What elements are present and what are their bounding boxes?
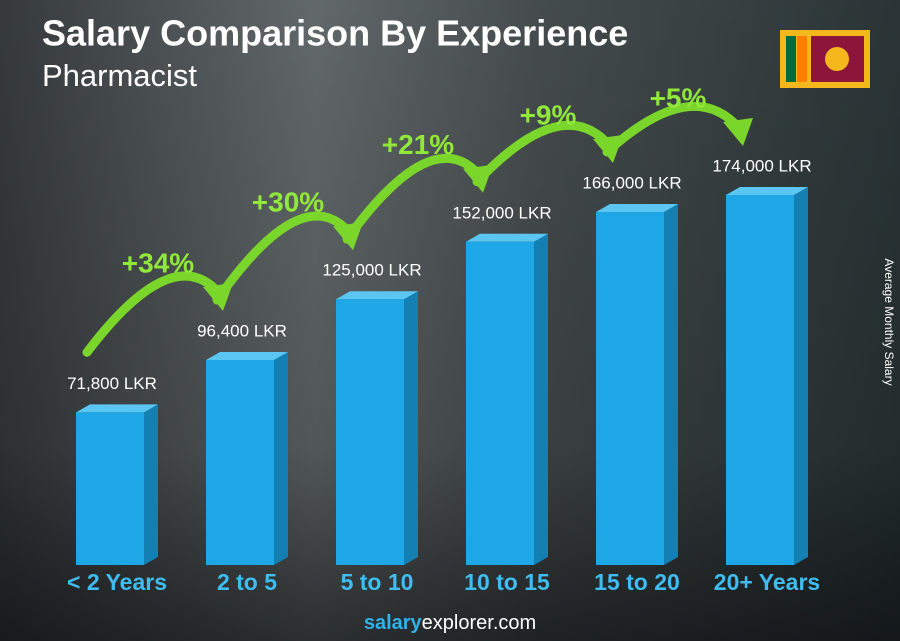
growth-arrow: [472, 120, 614, 187]
x-tick-label: 10 to 15: [464, 569, 550, 595]
value-label: 152,000 LKR: [452, 203, 551, 222]
value-label: 71,800 LKR: [67, 374, 157, 393]
value-label: 174,000 LKR: [712, 156, 811, 175]
x-tick-label: 15 to 20: [594, 569, 680, 595]
bar-side: [664, 204, 678, 566]
chart-title: Salary Comparison By Experience: [42, 13, 628, 54]
x-tick-label: 2 to 5: [217, 569, 277, 595]
footer: salaryexplorer.com: [364, 612, 536, 634]
percent-increase: +34%: [122, 247, 194, 278]
bar-top: [466, 233, 548, 242]
bar-top: [596, 204, 678, 213]
bar: [76, 412, 144, 565]
bar-side: [794, 187, 808, 565]
x-tick-label: 20+ Years: [714, 569, 820, 595]
bar: [206, 360, 274, 565]
bar-top: [336, 291, 418, 300]
value-label: 96,400 LKR: [197, 321, 287, 340]
bar: [336, 299, 404, 565]
flag: [780, 30, 870, 88]
footer-rest: explorer.com: [422, 612, 537, 634]
bar-side: [144, 404, 158, 565]
value-label: 166,000 LKR: [582, 173, 681, 192]
percent-increase: +9%: [520, 99, 577, 130]
bar: [466, 241, 534, 565]
chart-subtitle: Pharmacist: [42, 58, 197, 93]
bar: [596, 212, 664, 566]
bar-side: [404, 291, 418, 565]
arrow-head: [723, 118, 753, 146]
x-tick-label: < 2 Years: [67, 569, 167, 595]
bar-side: [274, 352, 288, 565]
growth-arrow: [82, 271, 224, 357]
bar: [726, 195, 794, 565]
percent-increase: +21%: [382, 129, 454, 160]
bar-side: [534, 233, 548, 565]
percent-increase: +5%: [650, 82, 707, 113]
bar-top: [206, 352, 288, 361]
bar-top: [726, 187, 808, 195]
y-axis-label: Average Monthly Salary: [882, 258, 896, 385]
footer-bold: salary: [364, 612, 423, 634]
x-tick-label: 5 to 10: [341, 569, 414, 595]
value-label: 125,000 LKR: [322, 261, 421, 280]
growth-arrow: [602, 101, 744, 157]
percent-increase: +30%: [252, 187, 324, 218]
growth-arrow: [342, 153, 484, 244]
bar-top: [76, 404, 158, 413]
growth-arrow: [212, 211, 354, 305]
